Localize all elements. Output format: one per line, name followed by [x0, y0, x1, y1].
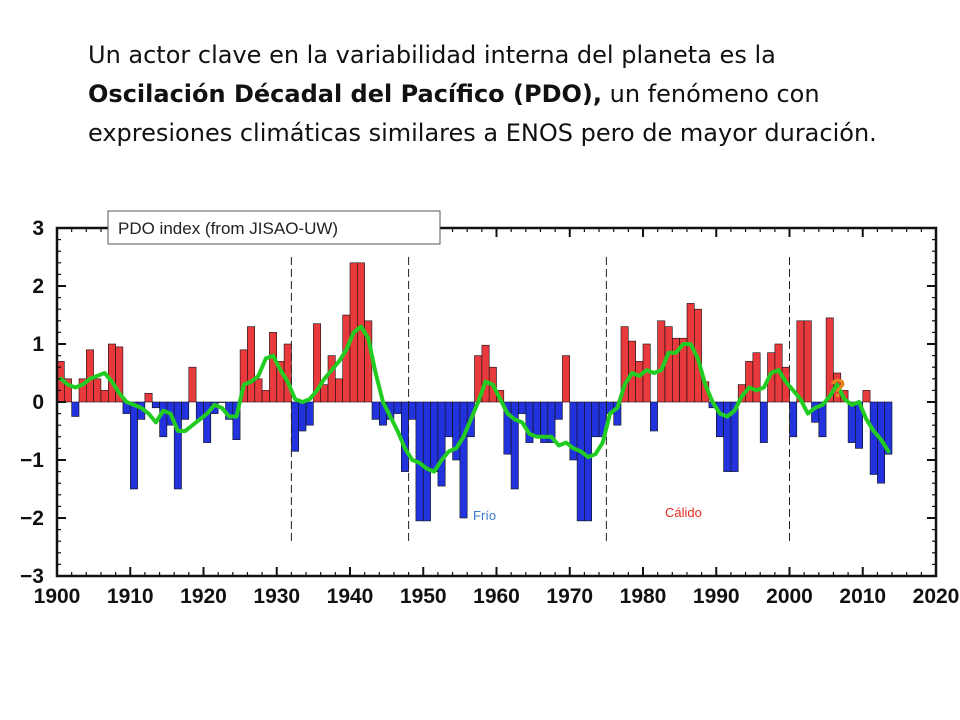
bar-1907 [108, 343, 116, 403]
slide-paragraph: Un actor clave en la variabilidad intern… [88, 36, 888, 153]
bar-1963 [518, 401, 527, 414]
y-tick-label: −2 [20, 507, 44, 530]
bar-1965 [532, 401, 541, 438]
bar-1971 [576, 401, 585, 522]
bar-1952 [437, 401, 446, 487]
bar-2013 [884, 401, 893, 455]
bar-1979 [635, 361, 644, 403]
bar-1910 [130, 401, 138, 490]
x-tick-label: 1930 [253, 585, 300, 608]
bar-1951 [430, 401, 439, 472]
bar-1908 [115, 346, 124, 403]
y-tick-label: 3 [32, 217, 44, 240]
y-tick-label: 2 [32, 275, 44, 298]
x-tick-label: 1980 [620, 585, 667, 608]
bar-1924 [232, 401, 241, 441]
bar-1996 [759, 401, 768, 443]
cold-annotation: Frío [473, 508, 496, 523]
bar-1913 [151, 401, 160, 409]
bar-1962 [510, 401, 519, 490]
text-intro: Un actor clave en la variabilidad intern… [88, 41, 776, 69]
bar-1972 [584, 401, 593, 522]
bar-1968 [554, 401, 563, 420]
bars-layer [56, 262, 893, 522]
bar-1929 [269, 332, 277, 403]
bar-1922 [217, 401, 226, 403]
chart-title: PDO index (from JISAO-UW) [118, 219, 338, 238]
bar-1935 [313, 323, 321, 403]
bar-1947 [400, 401, 409, 472]
bar-1912 [144, 392, 153, 403]
x-tick-label: 2020 [913, 585, 960, 608]
bar-1914 [159, 401, 168, 438]
smoothed-pdo-line [58, 324, 891, 474]
bar-1948 [408, 401, 417, 420]
bar-2000 [789, 401, 798, 438]
bar-2002 [803, 320, 812, 403]
bar-1973 [591, 401, 600, 438]
bar-1943 [371, 401, 380, 420]
bar-1933 [298, 401, 307, 432]
warm-annotation: Cálido [665, 505, 702, 520]
bar-1939 [342, 314, 351, 403]
x-tick-label: 1900 [34, 585, 81, 608]
bar-1928 [261, 390, 270, 403]
bar-1905 [93, 378, 102, 403]
bar-1983 [664, 326, 673, 403]
question-mark: ? [830, 373, 846, 403]
chart-title-box: PDO index (from JISAO-UW) [107, 210, 441, 245]
bar-1955 [459, 401, 468, 519]
bar-2011 [869, 401, 878, 475]
bar-2008 [847, 401, 856, 443]
y-tick-label: 1 [32, 333, 44, 356]
text-outro: un fenómeno con expresiones climáticas s… [88, 80, 877, 147]
bar-1953 [444, 401, 453, 438]
bar-1969 [562, 355, 571, 403]
text-pdo-bold: Oscilación Décadal del Pacífico (PDO), [88, 80, 602, 108]
x-tick-label: 1910 [107, 585, 154, 608]
y-tick-label: −1 [20, 449, 44, 472]
x-tick-label: 1990 [693, 585, 740, 608]
x-tick-label: 2000 [766, 585, 813, 608]
bar-1906 [100, 390, 109, 403]
bar-1938 [335, 378, 343, 403]
bar-1981 [649, 401, 658, 432]
bar-1926 [247, 326, 255, 403]
x-tick-label: 2010 [839, 585, 886, 608]
bar-1950 [422, 401, 431, 522]
bar-1995 [752, 352, 761, 403]
x-tick-label: 1920 [180, 585, 227, 608]
bar-1946 [393, 401, 402, 414]
bar-1918 [188, 366, 197, 403]
x-tick-label: 1940 [327, 585, 374, 608]
bar-1992 [730, 401, 739, 472]
bar-1994 [745, 361, 754, 403]
bar-1967 [547, 401, 556, 443]
bar-1920 [203, 401, 212, 443]
bar-1917 [181, 401, 190, 420]
x-tick-label: 1950 [400, 585, 447, 608]
y-tick-label: 0 [32, 391, 44, 414]
bar-1901 [64, 378, 72, 403]
bar-1931 [283, 343, 292, 403]
bar-1934 [305, 401, 314, 426]
bar-1916 [173, 401, 182, 490]
x-tick-label: 1960 [473, 585, 520, 608]
bar-1936 [320, 384, 329, 403]
bar-2010 [862, 390, 871, 403]
bar-1902 [71, 401, 80, 417]
bar-2005 [825, 317, 834, 403]
y-tick-label: −3 [20, 565, 44, 588]
bar-2001 [796, 320, 805, 403]
bar-1932 [291, 401, 299, 452]
bar-1927 [254, 378, 263, 403]
bar-1937 [327, 355, 336, 403]
x-tick-label: 1970 [546, 585, 593, 608]
